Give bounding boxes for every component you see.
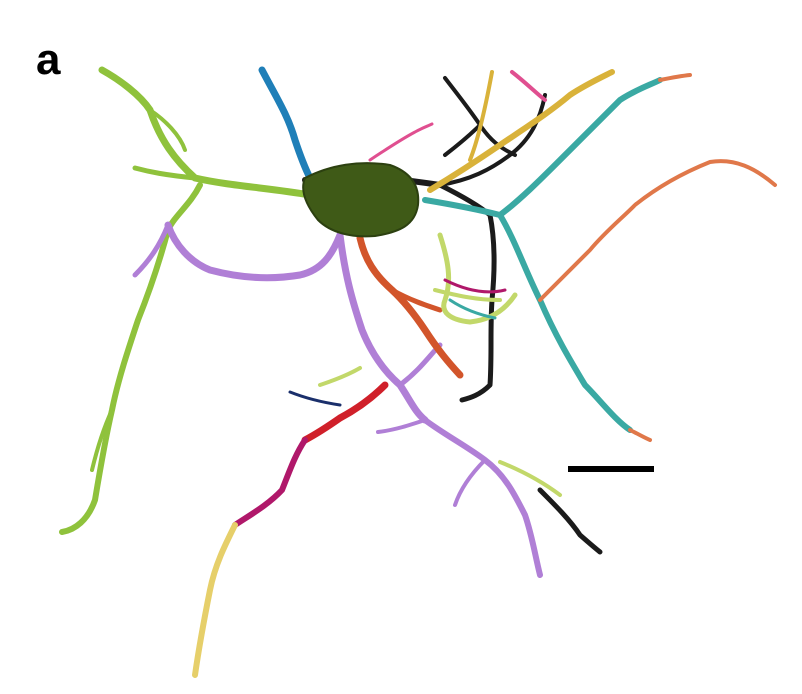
navy-dendrite: [288, 390, 342, 407]
orange-red-dendrite: [356, 234, 464, 379]
gold-dendrite: [427, 69, 615, 193]
lime-dendrite: [59, 66, 314, 535]
panel-label: a: [36, 35, 61, 84]
tangled-cluster: [318, 232, 562, 497]
salmon-dendrite: [538, 73, 777, 302]
blue-dendrite: [258, 66, 314, 182]
scale-bar: [568, 466, 654, 472]
red-magenta-dendrite: [192, 381, 389, 678]
violet-dendrite: [132, 221, 543, 578]
pink-dendrite: [368, 70, 547, 162]
soma: [302, 162, 420, 238]
teal-dendrite: [422, 77, 663, 442]
